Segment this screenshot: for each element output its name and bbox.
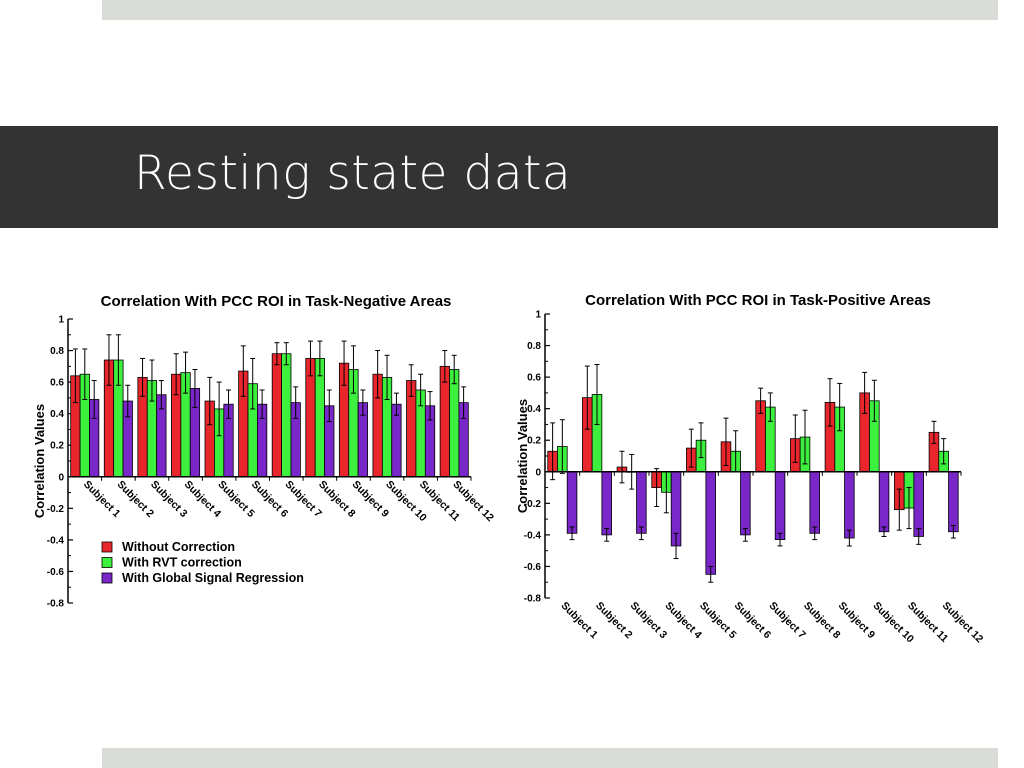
y-tick-label: -0.4 [47, 535, 65, 546]
legend-swatch [101, 572, 113, 584]
category-label: Subject 8 [801, 600, 843, 642]
legend-label: With RVT correction [122, 556, 242, 570]
category-label: Subject 1 [558, 600, 600, 642]
bar [844, 471, 855, 539]
category-label: Subject 6 [732, 600, 774, 642]
legend-swatch [101, 541, 113, 553]
y-tick-label: -0.6 [47, 567, 65, 578]
y-tick-label: 0.2 [527, 436, 541, 447]
bottom-decoration-bar [102, 748, 998, 768]
y-tick-label: -0.6 [524, 562, 542, 573]
bar [740, 471, 751, 536]
title-band [0, 126, 998, 228]
bar [636, 471, 647, 534]
y-tick-label: -0.2 [524, 499, 542, 510]
legend-swatch [101, 557, 113, 568]
bar [948, 471, 959, 533]
category-label: Subject 3 [628, 600, 670, 642]
y-tick-label: 0.8 [527, 341, 541, 352]
y-tick-label: 0.4 [50, 409, 64, 420]
bar [601, 471, 612, 536]
y-tick-label: 1 [535, 310, 541, 321]
y-tick-label: 0.8 [50, 346, 64, 357]
y-tick-label: -0.2 [47, 504, 65, 515]
legend-label: Without Correction [122, 540, 235, 554]
y-tick-label: 0.6 [527, 373, 541, 384]
category-label: Subject 2 [593, 600, 635, 642]
bar [809, 471, 820, 534]
y-tick-label: 0.2 [50, 441, 64, 452]
y-tick-label: 0.6 [50, 378, 64, 389]
y-axis-label: Correlation Values [32, 404, 47, 518]
bar [566, 471, 578, 534]
bar [878, 471, 890, 533]
y-tick-label: 0 [535, 467, 541, 478]
y-tick-label: 0.4 [527, 404, 541, 415]
bar [913, 471, 924, 537]
bar [705, 471, 716, 575]
legend-label: With Global Signal Regression [122, 571, 304, 585]
category-label: Subject 9 [836, 600, 878, 642]
category-label: Subject 4 [662, 600, 704, 642]
y-tick-label: -0.8 [524, 594, 542, 605]
category-label: Subject 7 [766, 600, 808, 642]
top-decoration-bar [102, 0, 998, 20]
chart-title: Correlation With PCC ROI in Task-Negativ… [101, 293, 452, 310]
y-tick-label: -0.8 [47, 599, 65, 610]
y-axis-label: Correlation Values [515, 399, 530, 513]
y-tick-label: -0.4 [524, 530, 542, 541]
chart-title: Correlation With PCC ROI in Task-Positiv… [585, 292, 931, 309]
y-tick-label: 0 [58, 472, 64, 483]
category-label: Subject 5 [697, 600, 739, 642]
slide-title: Resting state data [134, 146, 572, 201]
bar [774, 471, 786, 541]
y-tick-label: 1 [58, 315, 64, 326]
